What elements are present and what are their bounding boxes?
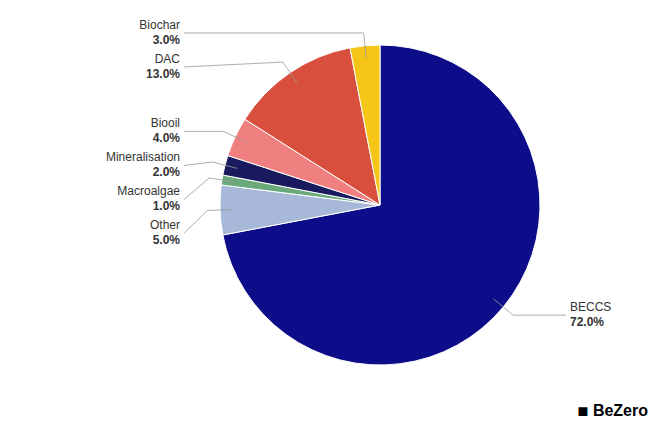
data-label: Biochar3.0% bbox=[139, 18, 180, 47]
label-name: Biooil bbox=[151, 116, 180, 130]
pie-slice bbox=[350, 45, 380, 205]
leader-line bbox=[493, 299, 566, 315]
data-label: DAC13.0% bbox=[146, 52, 180, 81]
label-name: Mineralisation bbox=[106, 150, 180, 164]
data-label: Other5.0% bbox=[150, 218, 180, 247]
label-name: Biochar bbox=[139, 18, 180, 32]
label-name: Other bbox=[150, 218, 180, 232]
leader-line bbox=[184, 162, 237, 168]
label-name: DAC bbox=[155, 52, 181, 66]
leader-line bbox=[184, 33, 366, 58]
leader-line bbox=[184, 210, 233, 234]
leader-line bbox=[184, 62, 297, 83]
label-value: 72.0% bbox=[570, 315, 604, 329]
label-value: 1.0% bbox=[153, 199, 181, 213]
data-label: BECCS72.0% bbox=[570, 300, 611, 329]
chart: BECCS72.0% Other5.0% Macroalgae1.0% Mineral… bbox=[0, 0, 664, 430]
pie bbox=[220, 45, 540, 365]
label-value: 5.0% bbox=[153, 233, 181, 247]
data-labels: BECCS72.0% Other5.0% Macroalgae1.0% Mineral… bbox=[106, 18, 611, 329]
label-name: BECCS bbox=[570, 300, 611, 314]
leader-line bbox=[184, 178, 235, 199]
label-name: Macroalgae bbox=[117, 184, 180, 198]
annotation: BeZero bbox=[593, 402, 648, 419]
label-value: 4.0% bbox=[153, 131, 181, 145]
data-label: Biooil4.0% bbox=[151, 116, 181, 145]
data-label: Mineralisation2.0% bbox=[106, 150, 180, 179]
label-value: 3.0% bbox=[153, 33, 181, 47]
annotation: ◾ bbox=[577, 402, 589, 419]
watermark: ◾BeZero bbox=[577, 402, 648, 419]
leader-line bbox=[184, 131, 247, 142]
label-value: 2.0% bbox=[153, 165, 181, 179]
label-value: 13.0% bbox=[146, 67, 180, 81]
data-label: Macroalgae1.0% bbox=[117, 184, 180, 213]
